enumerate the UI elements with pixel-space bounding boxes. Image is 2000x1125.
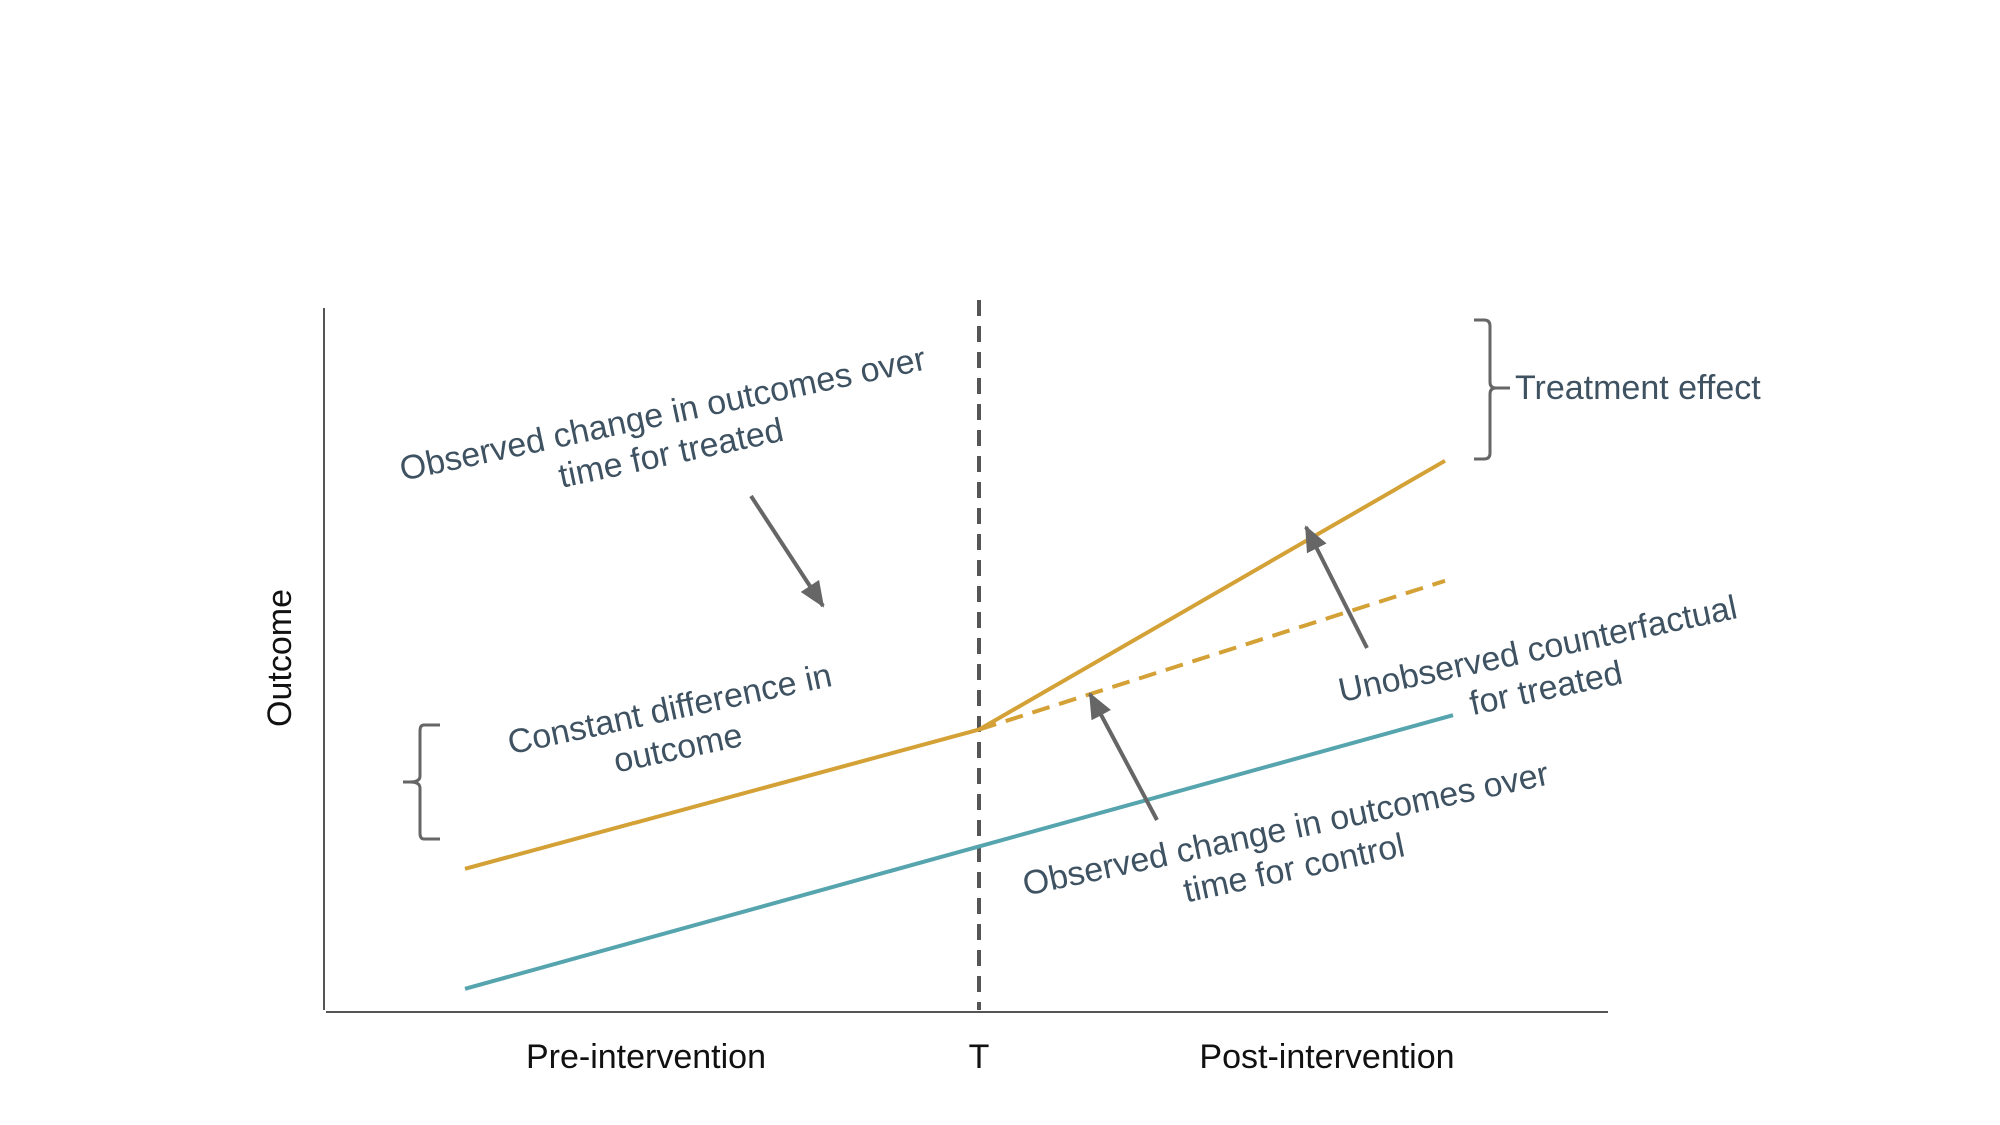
constant-difference-brace bbox=[403, 723, 440, 841]
counterfactual-arrow bbox=[1304, 525, 1369, 649]
treated-line-pre bbox=[464, 727, 980, 871]
treated-change-arrow bbox=[749, 494, 825, 608]
treated-counterfactual-line bbox=[978, 578, 1446, 732]
control-change-arrow bbox=[1088, 692, 1159, 821]
y-axis-label: Outcome bbox=[261, 589, 299, 727]
control-line bbox=[464, 713, 1454, 991]
treated-change-annotation: Observed change in outcomes over time fo… bbox=[396, 340, 929, 496]
x-label-t: T bbox=[969, 1038, 990, 1076]
treated-line-post bbox=[978, 459, 1446, 732]
counterfactual-annotation: Unobserved counterfactual for treated bbox=[1335, 588, 1740, 723]
control-change-annotation: Observed change in outcomes over time fo… bbox=[1019, 755, 1552, 910]
treatment-effect-brace bbox=[1474, 318, 1510, 461]
treatment-effect-label: Treatment effect bbox=[1515, 369, 1761, 407]
x-label-pre: Pre-intervention bbox=[526, 1038, 766, 1076]
x-label-post: Post-intervention bbox=[1199, 1038, 1454, 1076]
